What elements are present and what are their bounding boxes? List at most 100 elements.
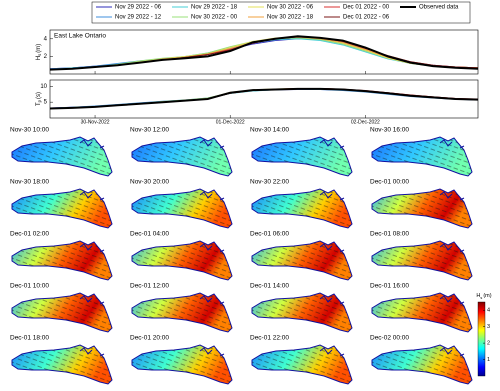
label-unit: (s): [36, 92, 42, 99]
colorbar-tick-label: 4: [487, 308, 490, 314]
shoreline-detail: [319, 347, 345, 357]
y-tick-label: 10: [40, 84, 47, 90]
x-tick-label: 30-Nov-2022: [81, 119, 110, 125]
colorbar-tick-label: 3: [487, 324, 490, 330]
shoreline-detail: [79, 243, 105, 253]
y-tick-label: 2: [44, 54, 48, 60]
shoreline-detail: [439, 191, 465, 201]
wave-vectors: [372, 137, 472, 176]
shoreline-detail: [439, 347, 465, 357]
map-panel: Nov-30 16:00: [370, 127, 473, 177]
legend-label: Observed data: [419, 5, 459, 11]
plot-area: [50, 30, 478, 74]
map-panel: Dec-01 12:00: [130, 283, 233, 333]
panel-label: Dec-01 12:00: [130, 283, 169, 290]
legend-label: Dec 01 2022 - 06: [343, 15, 390, 21]
wave-vectors: [132, 137, 232, 176]
map-panel: Dec-01 10:00: [10, 283, 113, 333]
colorbar-tick-label: 1: [487, 357, 490, 363]
map-panel: Nov-30 14:00: [250, 127, 353, 177]
shoreline-detail: [79, 139, 105, 149]
panel-label: Nov-30 22:00: [250, 179, 289, 186]
panel-label: Nov-30 14:00: [250, 127, 289, 134]
x-tick-label: 01-Dec-2022: [216, 119, 245, 125]
wave-vectors: [252, 137, 352, 176]
colorbar: [477, 301, 486, 377]
shoreline-detail: [319, 295, 345, 305]
legend-label: Dec 01 2022 - 00: [343, 5, 390, 11]
map-panel: Dec-01 04:00: [130, 231, 233, 281]
shoreline-detail: [319, 191, 345, 201]
wave-vectors: [252, 241, 352, 280]
label-subscript: s: [37, 54, 42, 56]
shoreline-detail: [439, 243, 465, 253]
map-panel: Dec-02 00:00: [370, 335, 473, 385]
series-line: [49, 35, 479, 71]
panel-label: Nov-30 20:00: [130, 179, 169, 186]
wave-vectors: [372, 189, 472, 228]
panel-label: Dec-01 04:00: [130, 231, 169, 238]
map-panel: Dec-01 18:00: [10, 335, 113, 385]
shoreline-detail: [79, 295, 105, 305]
wave-vectors: [372, 293, 472, 332]
wave-vectors: [252, 189, 352, 228]
legend-label: Nov 29 2022 - 18: [191, 5, 238, 11]
series-line: [49, 87, 479, 110]
wave-vectors: [12, 345, 112, 384]
panel-label: Nov-30 16:00: [370, 127, 409, 134]
map-panel: Nov-30 20:00: [130, 179, 233, 229]
legend-label: Nov 29 2022 - 06: [115, 5, 162, 11]
shoreline-detail: [439, 295, 465, 305]
map-panel: Dec-01 00:00: [370, 179, 473, 229]
panel-label: Dec-01 08:00: [370, 231, 409, 238]
map-panel: Dec-01 20:00: [130, 335, 233, 385]
map-panel: Dec-01 16:00: [370, 283, 473, 333]
plot-frame: [49, 79, 479, 119]
label-subscript: p: [37, 99, 42, 102]
wave-vectors: [132, 189, 232, 228]
wave-vectors: [132, 345, 232, 384]
shoreline-detail: [199, 191, 225, 201]
legend: Nov 29 2022 - 06 Nov 29 2022 - 18 Nov 30 2…: [91, 1, 471, 24]
wave-vectors: [372, 241, 472, 280]
map-panel: Nov-30 10:00: [10, 127, 113, 177]
panel-label: Dec-01 14:00: [250, 283, 289, 290]
shoreline-detail: [199, 139, 225, 149]
shoreline-detail: [439, 139, 465, 149]
label-symbol: H: [36, 56, 42, 60]
map-panel: Dec-01 22:00: [250, 335, 353, 385]
shoreline-detail: [79, 191, 105, 201]
map-panel: Dec-01 02:00: [10, 231, 113, 281]
shoreline-detail: [199, 295, 225, 305]
label-symbol: T: [36, 102, 42, 106]
wave-vectors: [132, 293, 232, 332]
legend-label: Nov 30 2022 - 00: [191, 15, 238, 21]
wave-vectors: [252, 345, 352, 384]
shoreline-detail: [199, 243, 225, 253]
shoreline-detail: [319, 243, 345, 253]
map-panel: Nov-30 12:00: [130, 127, 233, 177]
panel-label: Dec-01 06:00: [250, 231, 289, 238]
panel-label: Dec-01 00:00: [370, 179, 409, 186]
wave-vectors: [132, 241, 232, 280]
legend-label: Nov 30 2022 - 18: [267, 15, 314, 21]
wave-vectors: [252, 293, 352, 332]
wave-vectors: [12, 293, 112, 332]
panel-label: Dec-02 00:00: [370, 335, 409, 342]
wave-vectors: [12, 189, 112, 228]
colorbar-tick-label: 2: [487, 341, 490, 347]
legend-label: Nov 29 2022 - 12: [115, 15, 162, 21]
shoreline-detail: [319, 139, 345, 149]
wave-vectors: [12, 241, 112, 280]
axis-label: Tp(s): [36, 92, 43, 106]
axis-label: Hs(m): [476, 293, 491, 300]
panel-label: Dec-01 18:00: [10, 335, 49, 342]
wave-vectors: [372, 345, 472, 384]
panel-label: Nov-30 12:00: [130, 127, 169, 134]
map-panel: Dec-01 14:00: [250, 283, 353, 333]
panel-label: Dec-01 16:00: [370, 283, 409, 290]
x-tick-label: 02-Dec-2022: [351, 119, 380, 125]
panel-label: Dec-01 20:00: [130, 335, 169, 342]
map-panel: Nov-30 18:00: [10, 179, 113, 229]
axis-label: Hs(m): [36, 44, 43, 60]
